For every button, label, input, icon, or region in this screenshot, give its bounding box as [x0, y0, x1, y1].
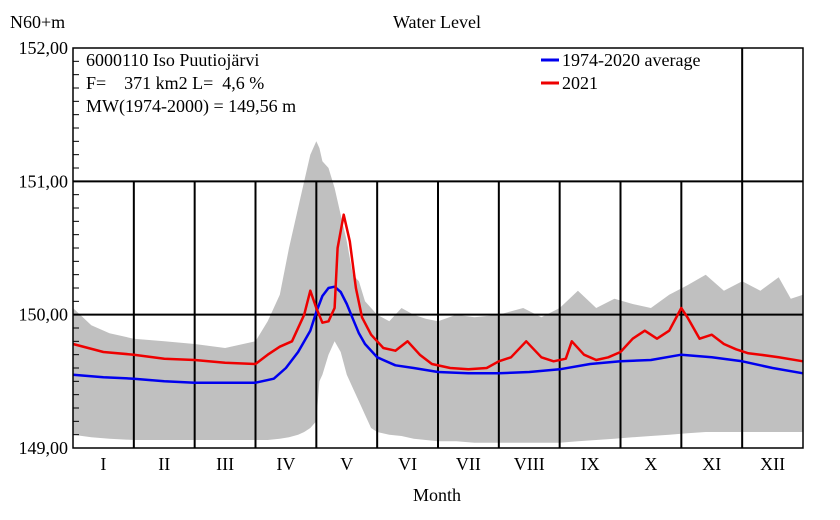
legend-label-average: 1974-2020 average: [562, 50, 700, 70]
legend-label-2021: 2021: [562, 73, 598, 93]
chart-title: Water Level: [393, 12, 481, 32]
legend: 1974-2020 average 2021: [541, 50, 700, 93]
x-tick-label-VI: VI: [398, 454, 417, 474]
x-tick-label-I: I: [100, 454, 106, 474]
series-layer: [72, 213, 804, 384]
y-tick-label-1: 150,00: [19, 305, 69, 325]
x-axis-label: Month: [413, 485, 461, 505]
series-line-1: [72, 213, 804, 371]
y-tick-label-3: 152,00: [19, 38, 69, 58]
x-tick-label-III: III: [216, 454, 234, 474]
info-line-area: F= 371 km2 L= 4,6 %: [86, 73, 264, 93]
x-tick-label-VIII: VIII: [514, 454, 545, 474]
x-tick-label-II: II: [158, 454, 170, 474]
x-tick-label-V: V: [340, 454, 353, 474]
x-tick-label-IV: IV: [276, 454, 295, 474]
y-tick-label-0: 149,00: [19, 438, 69, 458]
y-tick-label-2: 151,00: [19, 171, 69, 191]
x-tick-label-VII: VII: [456, 454, 481, 474]
info-block: 6000110 Iso Puutiojärvi F= 371 km2 L= 4,…: [86, 50, 296, 117]
x-tick-label-XII: XII: [760, 454, 785, 474]
y-tick-layer: 149,00 150,00 151,00 152,00: [19, 38, 79, 458]
x-tick-layer: I II III IV V VI VII VIII IX X XI XII: [100, 454, 785, 474]
x-tick-label-X: X: [644, 454, 657, 474]
grid-layer: [73, 48, 803, 448]
info-line-mean: MW(1974-2000) = 149,56 m: [86, 96, 296, 117]
x-tick-label-XI: XI: [702, 454, 721, 474]
series-line-0: [72, 285, 804, 384]
x-tick-label-IX: IX: [581, 454, 600, 474]
info-line-station: 6000110 Iso Puutiojärvi: [86, 50, 259, 70]
y-axis-label: N60+m: [10, 12, 65, 32]
